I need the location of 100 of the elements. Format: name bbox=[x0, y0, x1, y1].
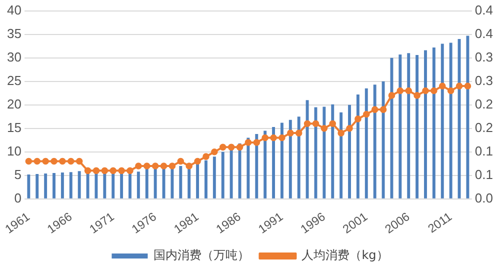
y-tick-label: 15 bbox=[6, 120, 22, 135]
bar bbox=[382, 81, 385, 198]
point bbox=[42, 158, 49, 165]
bar bbox=[154, 168, 157, 198]
bar bbox=[306, 100, 309, 198]
bar bbox=[103, 173, 106, 198]
y-tick-label: 40 bbox=[6, 2, 22, 18]
point bbox=[118, 167, 125, 174]
point bbox=[414, 92, 420, 99]
bar bbox=[398, 54, 402, 198]
point bbox=[84, 167, 92, 174]
bar bbox=[52, 173, 56, 198]
bar bbox=[94, 174, 98, 198]
point bbox=[219, 144, 226, 151]
y-tick-label: 20 bbox=[6, 96, 22, 112]
y-tick-label: 5 bbox=[14, 166, 22, 182]
point bbox=[438, 82, 446, 90]
point bbox=[304, 120, 311, 128]
point bbox=[152, 162, 159, 170]
point bbox=[126, 167, 134, 174]
bar bbox=[136, 172, 140, 198]
point bbox=[228, 144, 235, 151]
bar bbox=[179, 166, 182, 198]
bar bbox=[120, 172, 124, 198]
point bbox=[278, 134, 286, 142]
point bbox=[244, 139, 252, 146]
point bbox=[177, 158, 184, 165]
bar bbox=[196, 164, 200, 198]
bar bbox=[322, 106, 326, 198]
point bbox=[92, 167, 100, 174]
point bbox=[110, 167, 117, 174]
point bbox=[396, 87, 404, 94]
point bbox=[380, 106, 387, 113]
y2-tick-label: 0.3 bbox=[474, 72, 494, 88]
bar bbox=[407, 53, 410, 198]
bar bbox=[416, 55, 419, 198]
point bbox=[34, 158, 41, 165]
point bbox=[59, 158, 66, 165]
bar bbox=[466, 36, 470, 198]
point bbox=[456, 82, 463, 90]
point bbox=[211, 148, 218, 156]
point bbox=[236, 144, 244, 151]
bar bbox=[128, 172, 132, 198]
y2-tick-label: 0.1 bbox=[474, 166, 494, 182]
point bbox=[135, 162, 142, 170]
point bbox=[405, 87, 412, 94]
bar bbox=[60, 172, 64, 198]
y-tick-label: 25 bbox=[6, 72, 22, 88]
y2-tick-label: 0.2 bbox=[474, 96, 494, 112]
bar bbox=[424, 50, 427, 198]
point bbox=[160, 162, 168, 170]
point bbox=[354, 116, 362, 122]
point bbox=[25, 158, 32, 165]
point bbox=[338, 130, 344, 136]
bar bbox=[36, 174, 39, 198]
point bbox=[253, 139, 260, 146]
y2-tick-label: 0.1 bbox=[474, 143, 494, 158]
bar bbox=[188, 168, 191, 198]
point bbox=[143, 162, 150, 170]
bar bbox=[69, 172, 72, 198]
point bbox=[362, 110, 370, 118]
bar bbox=[373, 84, 376, 198]
point bbox=[320, 124, 328, 132]
x-tick-label: 2011 bbox=[425, 209, 455, 236]
bar bbox=[331, 104, 334, 198]
y-tick-label: 30 bbox=[6, 49, 22, 64]
point bbox=[287, 130, 294, 136]
bar bbox=[449, 42, 452, 198]
point bbox=[329, 120, 336, 128]
point bbox=[67, 158, 74, 165]
bar bbox=[297, 116, 300, 198]
point bbox=[371, 106, 378, 113]
y-tick-label: 0 bbox=[14, 190, 22, 206]
point bbox=[202, 153, 210, 160]
point bbox=[168, 162, 176, 170]
point bbox=[447, 87, 454, 94]
bar bbox=[27, 174, 30, 198]
bar bbox=[288, 120, 292, 198]
point bbox=[270, 134, 277, 142]
point bbox=[312, 120, 320, 128]
y-tick-label: 10 bbox=[6, 143, 22, 158]
bar bbox=[112, 172, 115, 198]
point bbox=[194, 158, 201, 165]
bar bbox=[204, 160, 208, 198]
point bbox=[430, 87, 438, 94]
bar bbox=[280, 122, 284, 198]
legend-label: 人均消费（kg） bbox=[302, 248, 388, 262]
bar bbox=[440, 44, 444, 198]
bar bbox=[390, 58, 394, 198]
bar bbox=[170, 166, 174, 198]
y2-tick-label: 0.4 bbox=[474, 2, 494, 18]
y-tick-label: 35 bbox=[6, 26, 22, 41]
bar bbox=[340, 112, 343, 198]
bar bbox=[221, 152, 224, 198]
bar bbox=[246, 138, 250, 198]
y2-tick-label: 0.0 bbox=[474, 190, 494, 206]
bar bbox=[432, 47, 436, 198]
point bbox=[186, 162, 192, 170]
point bbox=[346, 124, 353, 132]
bar bbox=[272, 126, 275, 198]
